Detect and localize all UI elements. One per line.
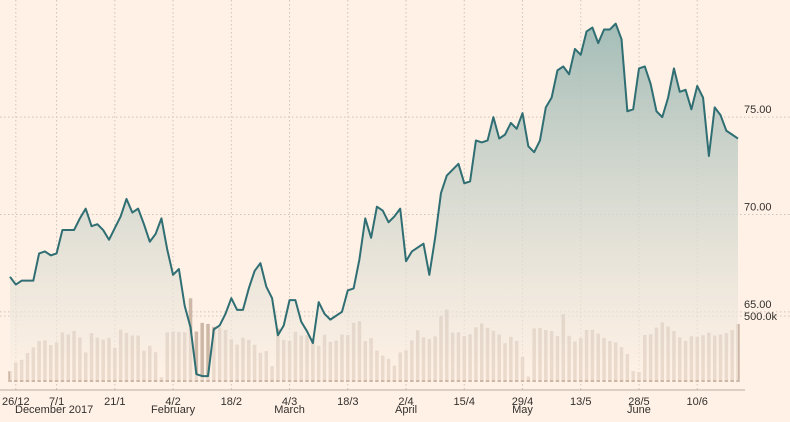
date-tick-label: 4/2: [165, 396, 180, 408]
month-label: April: [395, 404, 417, 416]
price-area: [10, 23, 738, 380]
volume-bar: [200, 322, 204, 382]
date-tick-label: 4/3: [282, 396, 297, 408]
price-tick-label: 65.00: [744, 299, 772, 311]
date-tick-label: 2/4: [398, 396, 413, 408]
month-label: December 2017: [15, 404, 93, 416]
date-tick-label: 28/5: [628, 396, 649, 408]
axes: 65.00 70.00 75.00 500.0k 26/12 7/1 21/1 4/2 18/2…: [0, 104, 778, 416]
date-tick-label: 15/4: [454, 396, 475, 408]
date-tick-label: 13/5: [570, 396, 591, 408]
price-area-fill: [10, 23, 738, 380]
month-label: February: [151, 404, 196, 416]
date-tick-label: 10/6: [687, 396, 708, 408]
month-label: March: [274, 404, 305, 416]
date-tick-label: 29/4: [512, 396, 533, 408]
price-tick-label: 75.00: [744, 104, 772, 116]
date-tick-label: 7/1: [49, 396, 64, 408]
date-tick-label: 21/1: [104, 396, 125, 408]
volume-bar: [194, 331, 199, 382]
date-tick-label: 26/12: [2, 396, 30, 408]
price-tick-label: 70.00: [744, 201, 772, 213]
volume-tick-label: 500.0k: [744, 311, 778, 323]
month-label: May: [512, 404, 533, 416]
date-tick-label: 18/2: [221, 396, 242, 408]
month-label: June: [627, 404, 651, 416]
price-line-group: [9, 22, 739, 378]
date-tick-label: 18/3: [337, 396, 358, 408]
volume-bar: [206, 323, 210, 382]
price-line: [9, 22, 739, 378]
